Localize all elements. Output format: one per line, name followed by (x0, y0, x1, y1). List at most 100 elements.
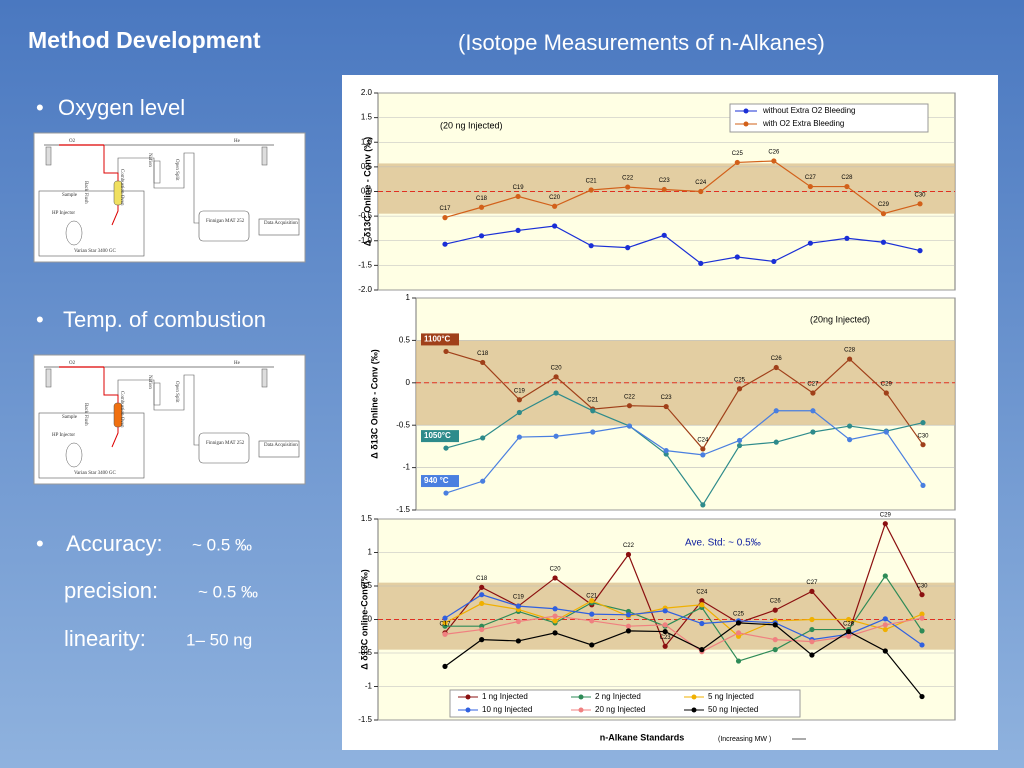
data-point (625, 184, 631, 190)
bullet-value: ~ 0.5 ‰ (192, 535, 252, 554)
x-axis-note: (Increasing MW ) (718, 736, 771, 743)
data-point (625, 628, 632, 634)
y-tick-label: 0.5 (399, 336, 411, 345)
category-label: C28 (841, 175, 853, 181)
data-point (734, 159, 740, 166)
category-label: C27 (807, 382, 819, 388)
legend-marker (578, 694, 584, 700)
chart-subtitle: (20 ng Injected) (440, 120, 503, 130)
legend-box (729, 103, 929, 133)
category-label: C21 (586, 179, 598, 185)
y-tick-label: -0.5 (358, 648, 372, 657)
y-axis-label: Δ δ13C online-Conv(‰) (359, 569, 369, 669)
data-point (443, 490, 449, 496)
data-point (589, 598, 595, 604)
category-label: C23 (660, 635, 672, 641)
data-point (552, 575, 558, 581)
data-point (810, 390, 816, 396)
y-axis-label: Δ δ13C Online - Conv (‰) (369, 349, 379, 458)
category-label: C27 (805, 175, 817, 181)
data-point (844, 183, 850, 190)
gc-box (38, 412, 145, 479)
data-point (807, 183, 813, 190)
data-point (661, 186, 667, 193)
data-point (735, 620, 742, 626)
category-label: C27 (806, 580, 818, 586)
diagram-label: Back Flush (83, 181, 88, 204)
data-point (847, 356, 853, 362)
category-label: C19 (513, 185, 525, 191)
data-point (552, 606, 558, 612)
diagram-label: Nafion (147, 153, 152, 167)
data-point (880, 239, 887, 245)
data-point (479, 584, 485, 590)
flow-path (117, 374, 204, 446)
diagram-label: Finnigan MAT 252 (206, 219, 245, 224)
category-label: C22 (624, 394, 636, 400)
data-point (699, 602, 705, 608)
data-point (479, 592, 485, 598)
diagram-frame (33, 354, 306, 485)
category-label: C25 (733, 611, 745, 617)
bullet-dot: • (36, 531, 44, 556)
y-tick-label: -1.5 (358, 715, 372, 724)
y-tick-label: -0.5 (396, 420, 410, 429)
chart-subtitle: (20ng Injected) (810, 314, 870, 324)
category-label: C23 (659, 178, 671, 184)
gas-cylinder (261, 146, 268, 166)
data-point (772, 607, 778, 613)
diagram: O2 He Nafion Open Split Combustion Oven Back … (33, 132, 306, 263)
diagram-label: Combustion Oven (119, 169, 124, 206)
data-point (736, 437, 743, 444)
data-point (590, 429, 596, 435)
category-label: C21 (586, 593, 598, 599)
category-label: C24 (696, 589, 708, 595)
data-point (480, 435, 486, 441)
data-point (588, 187, 594, 193)
bullet-value: 1– 50 ng (186, 630, 252, 649)
legend-label: 10 ng Injected (482, 705, 532, 714)
bullet: precision: (64, 578, 158, 603)
data-point (626, 423, 633, 429)
y-tick-label: -2.0 (358, 285, 372, 294)
series-line (445, 350, 924, 450)
diagram-label: Sample (62, 415, 78, 420)
x-axis-label: n-Alkane Standards (600, 732, 685, 742)
data-point (516, 397, 522, 403)
data-point (919, 615, 925, 621)
data-point (479, 637, 485, 643)
diagram-label: O2 (69, 361, 76, 366)
legend-label: 5 ng Injected (708, 692, 754, 701)
y-tick-label: -1.5 (396, 505, 410, 514)
legend-marker (465, 694, 471, 700)
bullet: linearity: (64, 626, 146, 651)
data-point (919, 642, 925, 648)
category-label: C30 (917, 433, 929, 439)
category-label: C25 (734, 377, 746, 383)
category-label: C17 (439, 206, 451, 212)
category-label: C23 (661, 395, 673, 401)
bullet: Temp. of combustion (63, 307, 266, 332)
data-point (553, 433, 559, 439)
category-label: C25 (732, 151, 744, 157)
data-point (773, 408, 779, 414)
data-point (516, 409, 522, 416)
data-point (625, 551, 632, 558)
diagram-frame (33, 132, 306, 263)
gas-cylinder (45, 368, 52, 388)
series-line (445, 392, 924, 506)
data-point (917, 248, 923, 254)
legend-label: 1 ng Injected (482, 692, 528, 701)
y-tick-label: 0.5 (361, 162, 373, 171)
data-point (625, 245, 631, 251)
data-point (736, 386, 743, 392)
data-point (553, 390, 559, 396)
series-line (444, 615, 923, 653)
data-point (515, 193, 521, 200)
legend-marker (743, 108, 749, 114)
diagram-label: Combustion Oven (119, 391, 124, 428)
legend-marker (578, 707, 584, 713)
category-label: C26 (771, 356, 783, 362)
legend-marker (743, 121, 749, 127)
data-point (478, 204, 485, 210)
